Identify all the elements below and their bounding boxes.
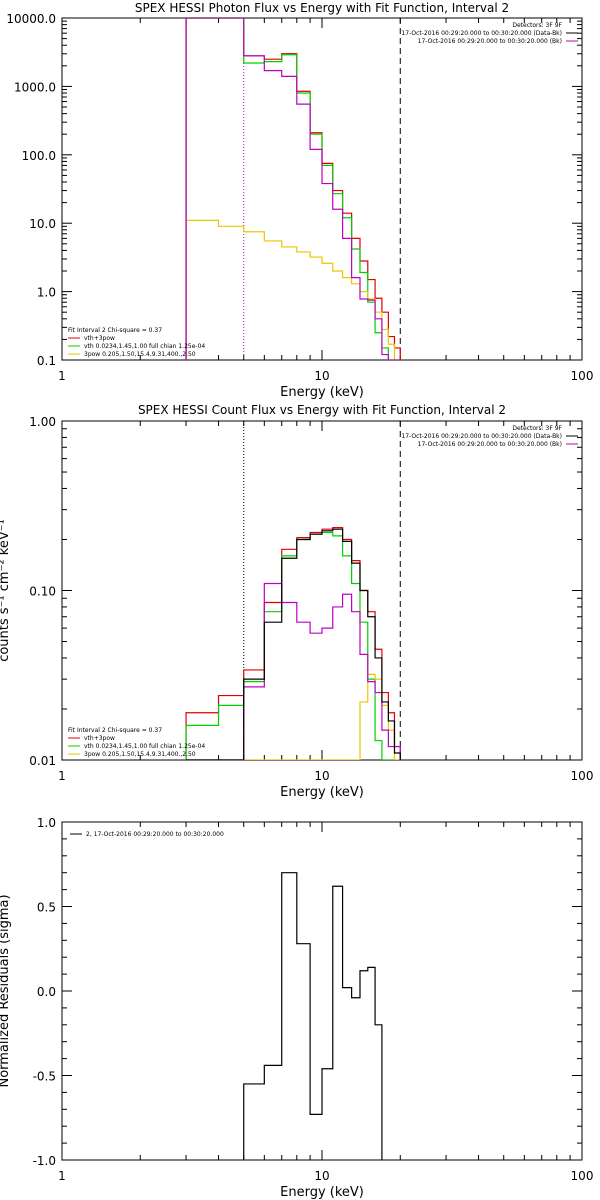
legend-entry: vth+3pow bbox=[84, 735, 115, 742]
y-tick-label: 0.01 bbox=[29, 754, 56, 768]
plot-frame bbox=[61, 17, 583, 361]
legend-entry: Detectors: 3F 9F bbox=[512, 425, 562, 432]
chart-panel-2: SPEX HESSI Count Flux vs Energy with Fit… bbox=[0, 403, 593, 800]
y-tick-label: 1.0 bbox=[37, 286, 56, 300]
y-tick-label: 10000.0 bbox=[6, 12, 56, 26]
x-tick-label: 100 bbox=[571, 369, 594, 383]
chart-panel-3: 1 10 100 -1.0 -0.5 0.0 0.5 1.0 Energy (keV) Norma… bbox=[0, 816, 593, 1200]
y-tick-label: 0.5 bbox=[37, 901, 56, 915]
legend-entry: 2, 17-Oct-2016 00:29:20.000 to 00:30:20.… bbox=[86, 831, 224, 838]
legend-entry: 17-Oct-2016 00:29:20.000 to 00:30:20.000… bbox=[401, 433, 562, 440]
y-axis-label: Normalized Residuals (sigma) bbox=[0, 894, 12, 1087]
series-line-4 bbox=[186, 582, 401, 760]
x-tick-label: 100 bbox=[571, 1169, 594, 1183]
chart-title: SPEX HESSI Count Flux vs Energy with Fit… bbox=[138, 403, 506, 417]
y-tick-label: -0.5 bbox=[33, 1070, 56, 1084]
x-axis-label: Energy (keV) bbox=[280, 1185, 364, 1200]
x-tick-label: 10 bbox=[314, 769, 329, 783]
legend-entry: Detectors: 3F 9F bbox=[512, 22, 562, 29]
x-tick-label: 1 bbox=[58, 369, 66, 383]
y-tick-label: 1000.0 bbox=[14, 80, 56, 94]
y-tick-label: -1.0 bbox=[33, 1154, 56, 1168]
legend-entry: 3pow 0.205,1.50,15.4,9.31,400.,2.50 bbox=[84, 751, 196, 758]
series-line-2 bbox=[185, 18, 401, 360]
y-tick-label: 0.10 bbox=[29, 585, 56, 599]
x-axis-label: Energy (keV) bbox=[280, 785, 364, 800]
x-tick-label: 10 bbox=[314, 1169, 329, 1183]
chart-title: SPEX HESSI Photon Flux vs Energy with Fi… bbox=[135, 1, 509, 15]
y-tick-label: 0.1 bbox=[37, 354, 56, 368]
series-line-4 bbox=[185, 18, 401, 360]
x-tick-label: 100 bbox=[571, 769, 594, 783]
plot-frame bbox=[61, 420, 583, 761]
legend-entry: vth 0.0234,1.45,1.00 full chian 1.25e-04 bbox=[84, 743, 205, 750]
series-line-1 bbox=[185, 527, 401, 760]
y-tick-label: 1.00 bbox=[29, 415, 56, 429]
legend-entry: 17-Oct-2016 00:29:20.000 to 00:30:20.000… bbox=[401, 30, 562, 37]
series-line-3 bbox=[185, 219, 401, 360]
legend-entry: 3pow 0.205,1.50,15.4,9.31,400.,2.50 bbox=[84, 351, 196, 358]
series-line-1 bbox=[185, 18, 401, 360]
legend-entry: 17-Oct-2016 00:29:20.000 to 00:30:20.000… bbox=[418, 441, 562, 448]
y-tick-label: 0.0 bbox=[37, 985, 56, 999]
y-axis-label: counts s⁻¹ cm⁻² keV⁻¹ bbox=[0, 519, 12, 662]
series-line-2 bbox=[185, 531, 401, 760]
x-tick-label: 1 bbox=[58, 1169, 66, 1183]
legend-entry: vth+3pow bbox=[84, 335, 115, 342]
legend-entry: 17-Oct-2016 00:29:20.000 to 00:30:20.000… bbox=[418, 38, 562, 45]
legend-entry: vth 0.0234,1.45,1.00 full chian 1.25e-04 bbox=[84, 343, 205, 350]
legend-entry: Fit Interval 2 Chi-square = 0.37 bbox=[68, 327, 162, 334]
y-tick-label: 10.0 bbox=[29, 217, 56, 231]
legend-entry: Fit Interval 2 Chi-square = 0.37 bbox=[68, 727, 162, 734]
chart-panel-1: SPEX HESSI Photon Flux vs Energy with Fi… bbox=[6, 1, 593, 400]
x-tick-label: 1 bbox=[58, 769, 66, 783]
y-tick-label: 100.0 bbox=[22, 149, 56, 163]
x-tick-label: 10 bbox=[314, 369, 329, 383]
x-axis-label: Energy (keV) bbox=[280, 385, 364, 400]
y-tick-label: 1.0 bbox=[37, 816, 56, 830]
series-line-5 bbox=[186, 528, 401, 760]
series-line-1 bbox=[243, 872, 383, 1160]
